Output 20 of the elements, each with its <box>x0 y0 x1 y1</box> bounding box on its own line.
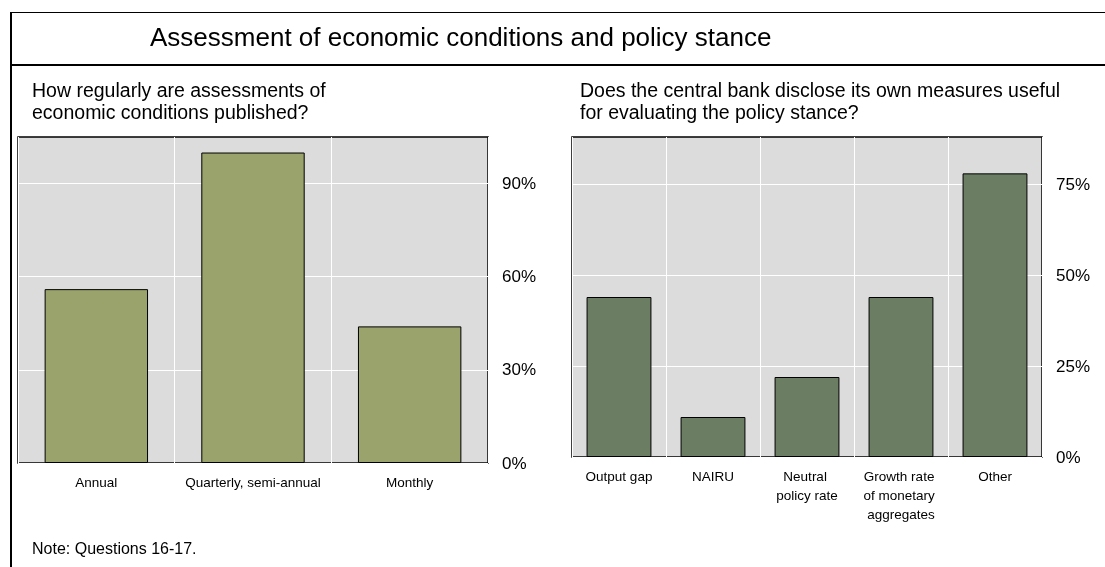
x-tick-label: Annual <box>75 475 118 490</box>
x-tick-label: Output gap <box>585 469 653 484</box>
y-tick-label: 50% <box>1056 265 1091 285</box>
y-tick-label: 75% <box>1056 174 1091 194</box>
y-tick-label: 90% <box>502 174 537 194</box>
y-tick-label: 30% <box>502 360 537 380</box>
x-tick-label: Other <box>978 469 1013 484</box>
x-tick-label: Quarterly, semi-annual <box>185 475 321 490</box>
chart-subtitle: Does the central bank disclose its own measures useful for evaluating the policy stance? <box>580 79 1062 123</box>
x-tick-label: Monthly <box>386 475 434 490</box>
text: Note: Questions 16-17. <box>32 540 197 558</box>
x-tick-label: NAIRU <box>691 469 735 484</box>
y-tick-label: 25% <box>1056 356 1091 376</box>
chart-subtitle: How regularly are assessments of economic conditions published? <box>32 79 327 123</box>
y-tick-label: 0% <box>1056 447 1081 467</box>
chart-title: Assessment of economic conditions and policy stance <box>150 22 772 53</box>
x-tick-label: Growth rate of monetary aggregates <box>863 469 939 522</box>
y-tick-label: 0% <box>502 453 527 473</box>
y-tick-label: 60% <box>502 267 537 287</box>
x-tick-label: Neutral policy rate <box>776 469 838 503</box>
